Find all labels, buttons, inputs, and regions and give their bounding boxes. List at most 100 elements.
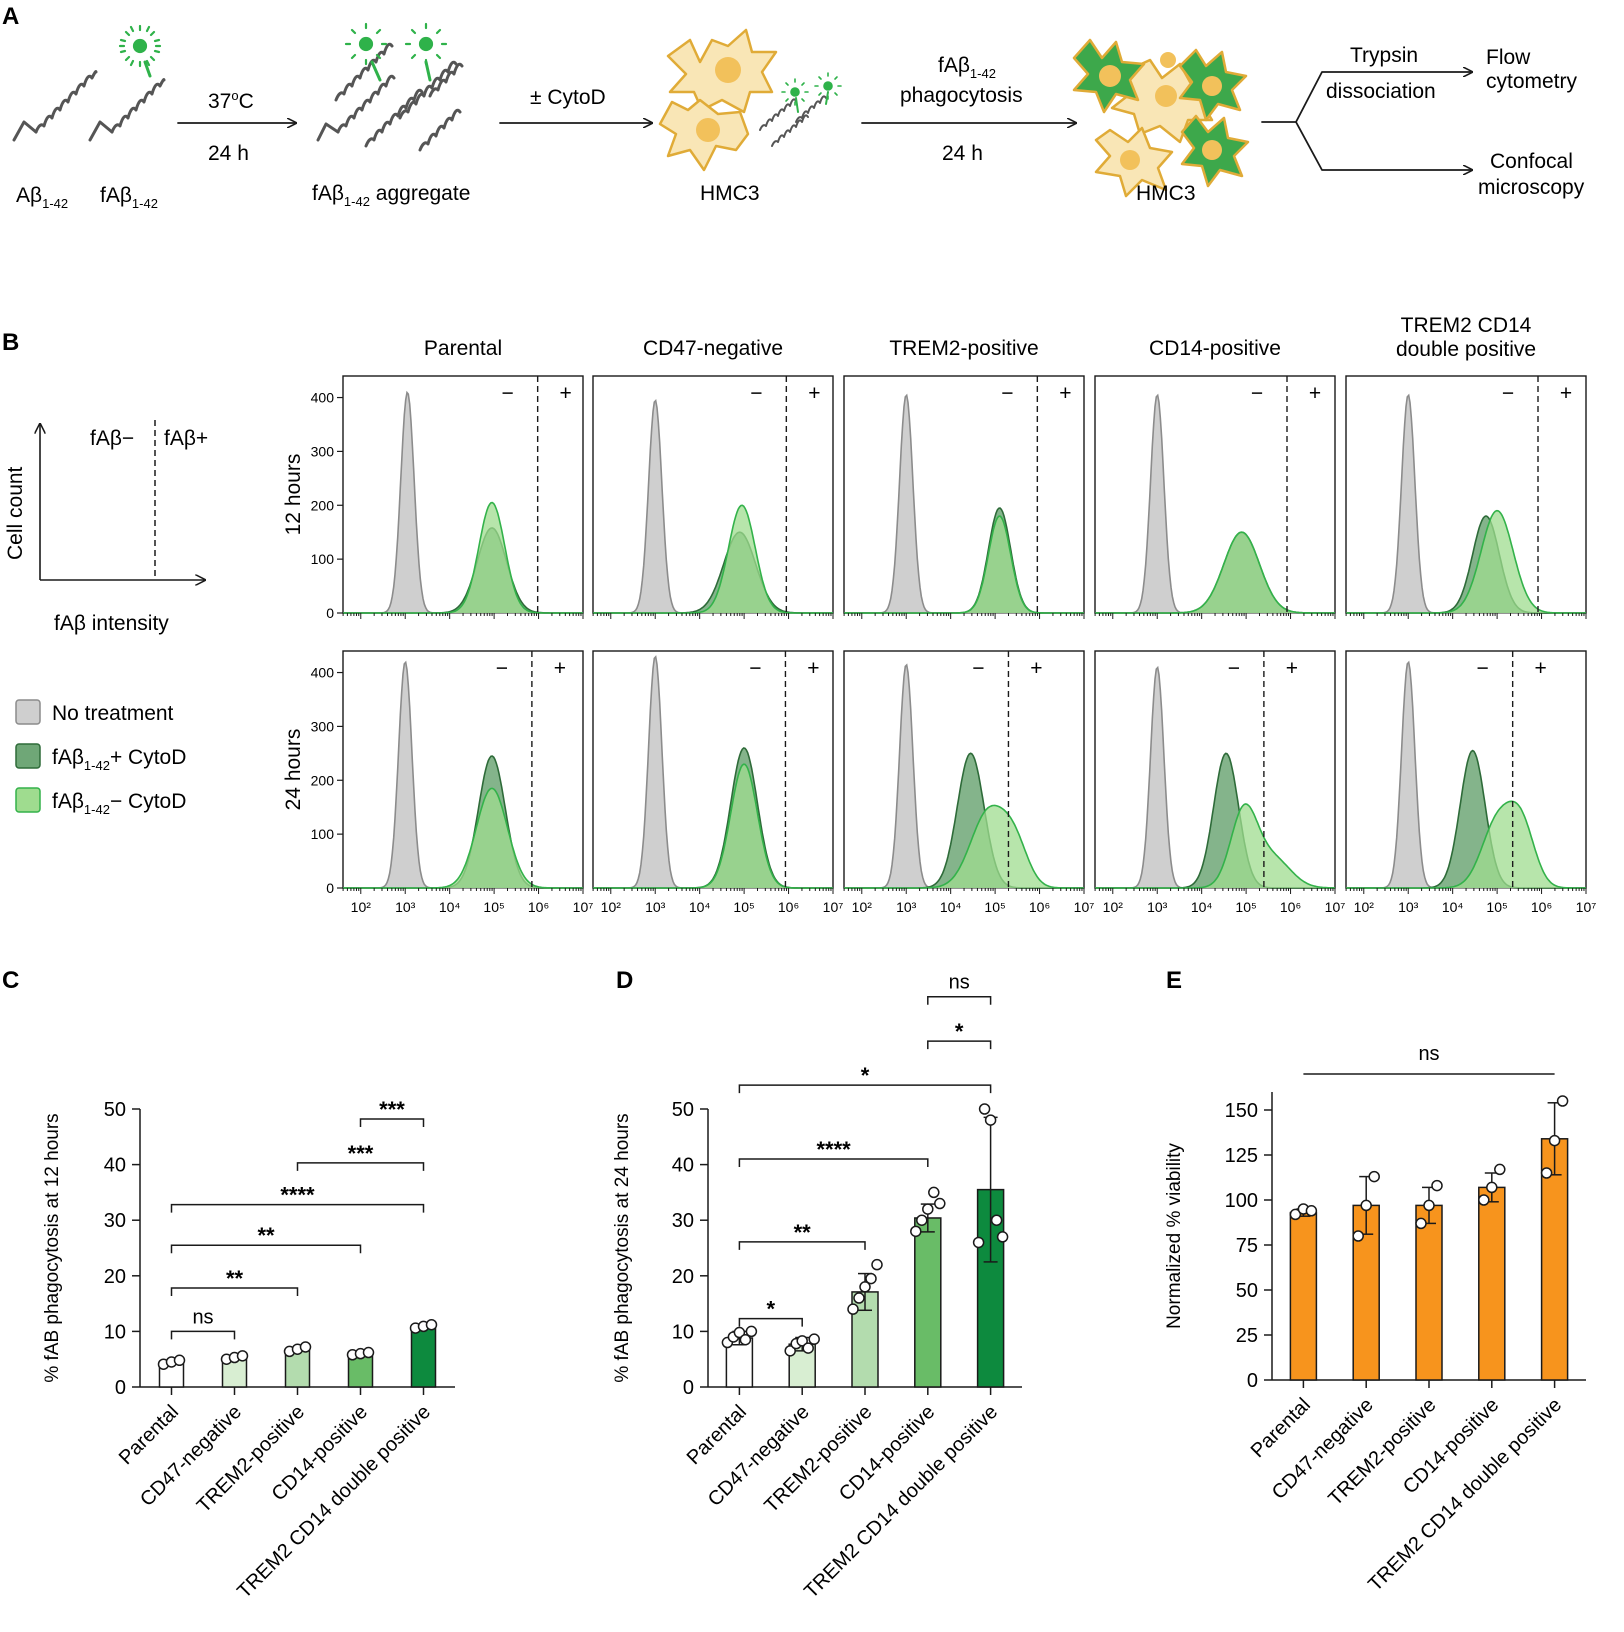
data-point	[910, 1225, 922, 1238]
bar	[1540, 1138, 1569, 1381]
y-tick-label: 100	[311, 551, 335, 567]
significance-bracket	[170, 1330, 236, 1340]
x-tick-label: 10⁵	[1235, 899, 1256, 915]
data-point	[425, 1318, 438, 1331]
significance-bracket	[738, 1158, 929, 1168]
gating-neg-label: fAβ−	[90, 427, 134, 450]
x-tick-label: 10⁴	[1442, 899, 1464, 915]
data-point	[984, 1114, 997, 1126]
data-point	[802, 1342, 814, 1354]
x-tick-label: TREM2-positive	[1324, 1394, 1440, 1510]
histogram-minus-cytod-line	[1346, 800, 1586, 889]
data-point	[859, 1281, 871, 1293]
significance-bracket	[927, 995, 992, 1005]
histogram-cell: − +	[1094, 375, 1336, 619]
legend-swatch-gray	[15, 699, 41, 725]
x-tick-label: 10⁷	[1576, 899, 1597, 915]
significance-bracket	[738, 1241, 866, 1250]
histogram-cell: − +10² 10³ 10⁴ 10⁵ 10⁶ 10⁷	[1094, 650, 1346, 915]
hmc3-cells-icon	[658, 28, 778, 172]
histogram-cell: − +0 100 200 300 400	[311, 375, 584, 621]
gate-minus-label: −	[496, 657, 508, 680]
y-tick-label: 20	[104, 1266, 126, 1288]
ab-monomer-icon	[12, 70, 98, 142]
data-point	[362, 1346, 375, 1359]
split-arrows	[1261, 72, 1472, 170]
time-label-1: 24 h	[208, 142, 249, 165]
hmc3-label-1: HMC3	[700, 182, 760, 205]
significance-label: ns	[1418, 1043, 1439, 1065]
significance-label: ns	[949, 972, 970, 994]
data-point	[299, 1341, 312, 1353]
significance-bracket	[738, 1317, 803, 1327]
gate-plus-label: +	[560, 382, 572, 405]
column-title: Parental	[424, 337, 502, 360]
data-point	[1478, 1194, 1490, 1206]
x-tick-label: 10⁶	[1531, 899, 1552, 915]
y-tick-label: 25	[1236, 1325, 1258, 1347]
significance-label: ***	[379, 1097, 405, 1122]
legend-swatch-light	[15, 787, 41, 813]
bar-chart-c: 0 10 20 30 40 50 % fAB phagocytosis at 12 hour…	[42, 1097, 455, 1603]
histogram-plus-cytod-area	[1095, 753, 1335, 888]
data-point	[990, 1214, 1003, 1226]
gate-minus-label: −	[972, 657, 984, 680]
y-tick-label: 0	[326, 605, 334, 621]
data-point	[1548, 1134, 1561, 1147]
histogram-plus-cytod-area	[593, 532, 833, 613]
y-tick-label: 50	[672, 1099, 694, 1121]
data-point	[1423, 1199, 1435, 1212]
data-point	[1431, 1179, 1443, 1192]
significance-label: **	[794, 1220, 812, 1245]
x-tick-label: 10²	[852, 899, 873, 915]
y-tick-label: 400	[311, 665, 335, 681]
y-tick-label: 30	[104, 1210, 126, 1232]
gate-minus-label: −	[1001, 382, 1013, 405]
gate-plus-label: +	[1309, 382, 1321, 405]
data-point	[853, 1292, 865, 1304]
fluorophore-icon	[118, 24, 162, 68]
data-point	[1540, 1167, 1553, 1179]
histogram-no-treatment-area	[1095, 667, 1335, 888]
y-tick-label: 10	[672, 1321, 694, 1343]
y-tick-label: 150	[1225, 1100, 1258, 1122]
data-point	[1368, 1170, 1380, 1183]
column-title: CD14-positive	[1149, 337, 1281, 360]
x-tick-label: 10³	[896, 899, 917, 915]
x-tick-label: 10³	[1398, 899, 1419, 915]
gate-plus-label: +	[554, 657, 566, 680]
y-tick-label: 200	[311, 497, 335, 513]
nucleus-icon	[1099, 52, 1222, 170]
fluorophore-icon	[781, 72, 842, 106]
significance-label: *	[767, 1297, 776, 1322]
x-tick-label: 10²	[1103, 899, 1124, 915]
y-tick-label: 100	[311, 826, 335, 842]
significance-label: ns	[192, 1306, 213, 1328]
fab-monomer-icon	[88, 60, 166, 142]
data-point	[916, 1214, 928, 1226]
x-tick-label: 10⁶	[778, 899, 799, 915]
x-tick-label: 10⁵	[984, 899, 1005, 915]
significance-bracket	[170, 1244, 362, 1254]
legend-swatch-dark	[15, 743, 41, 769]
x-tick-label: 10⁶	[1280, 899, 1301, 915]
data-point	[796, 1335, 808, 1347]
y-tick-label: 400	[311, 390, 335, 406]
x-tick-label: 10⁷	[1325, 899, 1346, 915]
data-point	[1415, 1217, 1427, 1230]
data-point	[1556, 1095, 1569, 1107]
significance-bracket	[170, 1203, 425, 1213]
y-axis-label: % fAB phagocytosis at 12 hours	[42, 1113, 63, 1382]
histogram-plus-cytod-area	[844, 753, 1084, 888]
data-point	[972, 1236, 985, 1249]
data-point	[928, 1186, 940, 1199]
gate-minus-label: −	[1502, 382, 1514, 405]
fluorophore-icon	[344, 22, 448, 66]
y-tick-label: 300	[311, 443, 335, 459]
histogram-cell: − +	[1345, 375, 1587, 619]
panel-letter-a: A	[2, 3, 19, 30]
temp-label: 37oC	[208, 88, 254, 113]
x-tick-label: TREM2-positive	[760, 1401, 876, 1517]
gating-y-label: Cell count	[4, 466, 27, 560]
